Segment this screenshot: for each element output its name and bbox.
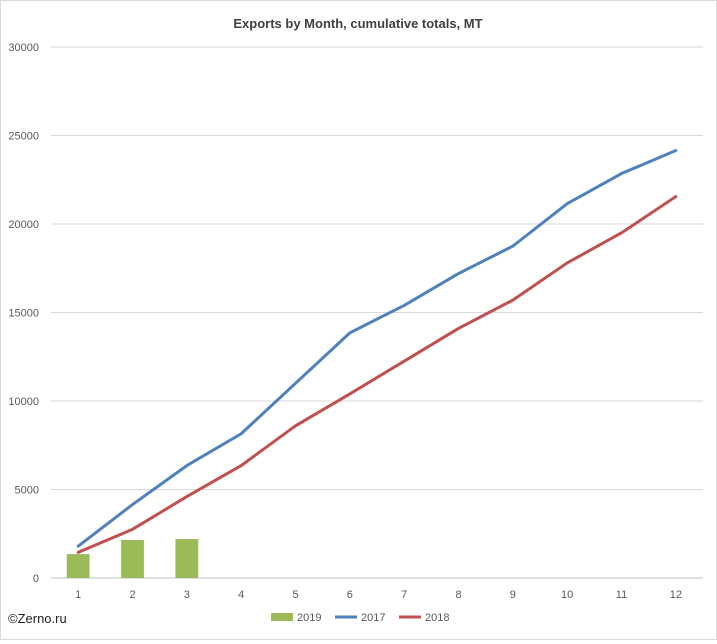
legend-swatch-2019 bbox=[271, 613, 293, 621]
x-tick-label: 9 bbox=[510, 589, 516, 601]
legend-label-2019: 2019 bbox=[297, 612, 321, 624]
legend-label-2017: 2017 bbox=[361, 612, 385, 624]
x-tick-label: 5 bbox=[292, 589, 298, 601]
bar-series bbox=[67, 539, 198, 578]
y-tick-label: 20000 bbox=[8, 219, 39, 231]
x-tick-label: 8 bbox=[455, 589, 461, 601]
copyright-text: ©Zerno.ru bbox=[8, 611, 67, 626]
y-axis: 0 5000 10000 15000 20000 25000 30000 bbox=[8, 42, 39, 585]
bar-2019-2 bbox=[121, 540, 144, 578]
y-tick-label: 30000 bbox=[8, 42, 39, 54]
bar-2019-1 bbox=[67, 554, 90, 578]
y-tick-label: 5000 bbox=[15, 485, 39, 497]
x-tick-label: 7 bbox=[401, 589, 407, 601]
chart-title: Exports by Month, cumulative totals, MT bbox=[233, 16, 482, 31]
line-series bbox=[78, 151, 676, 553]
bar-2019-3 bbox=[175, 539, 198, 578]
y-tick-label: 25000 bbox=[8, 131, 39, 143]
legend-label-2018: 2018 bbox=[425, 612, 449, 624]
x-tick-label: 1 bbox=[75, 589, 81, 601]
x-tick-label: 4 bbox=[238, 589, 244, 601]
grid bbox=[51, 47, 703, 578]
x-tick-label: 10 bbox=[561, 589, 573, 601]
line-2018 bbox=[78, 197, 676, 553]
y-tick-label: 10000 bbox=[8, 396, 39, 408]
x-tick-label: 6 bbox=[347, 589, 353, 601]
x-tick-label: 11 bbox=[616, 589, 627, 601]
y-tick-label: 0 bbox=[33, 573, 39, 585]
line-2017 bbox=[78, 151, 676, 547]
x-tick-label: 3 bbox=[184, 589, 190, 601]
x-tick-label: 2 bbox=[129, 589, 135, 601]
x-tick-label: 12 bbox=[670, 589, 682, 601]
legend: 2019 2017 2018 bbox=[271, 612, 449, 624]
y-tick-label: 15000 bbox=[8, 308, 39, 320]
